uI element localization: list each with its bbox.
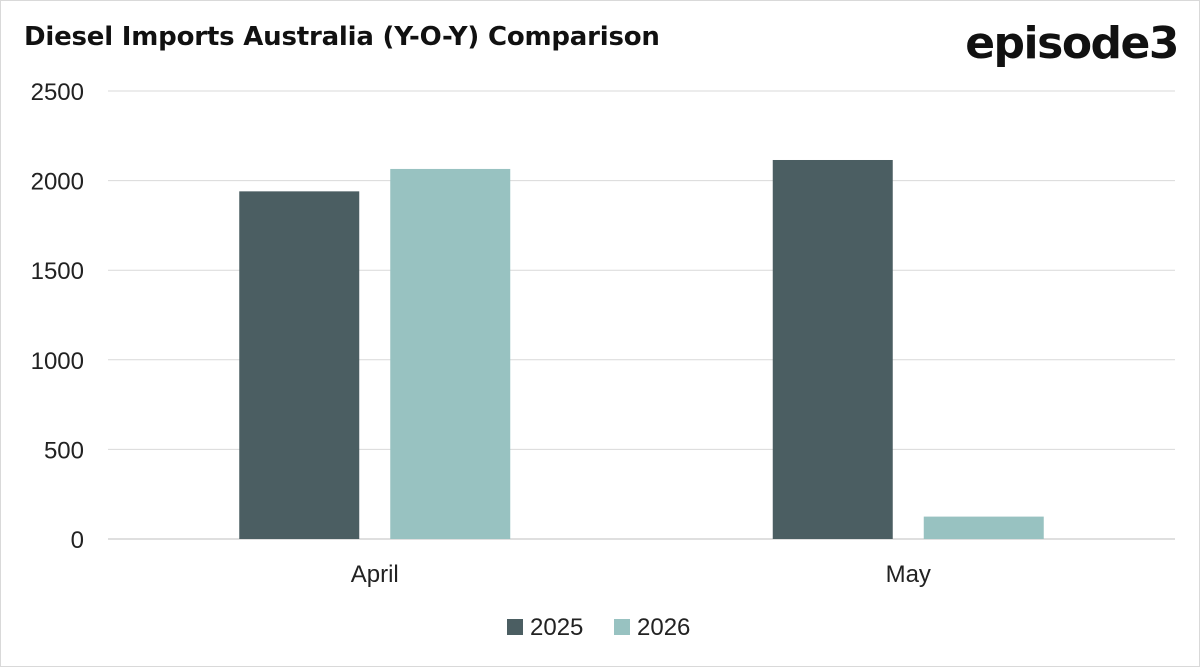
- y-tick-label: 0: [71, 527, 84, 554]
- y-axis-ticks: 0 500 1000 1500 2000 2500: [31, 79, 84, 554]
- bar-april-2025: [239, 191, 360, 540]
- x-axis-categories: April May: [351, 561, 931, 588]
- y-tick-label: 2000: [31, 169, 84, 196]
- y-tick-label: 500: [44, 437, 84, 464]
- bar-may-2026: [923, 516, 1044, 539]
- y-tick-label: 1000: [31, 348, 84, 375]
- x-category-label: May: [886, 561, 931, 588]
- y-tick-label: 2500: [31, 79, 84, 106]
- legend-swatch-2025: [507, 619, 523, 635]
- bars: [239, 159, 1044, 540]
- y-tick-label: 1500: [31, 258, 84, 285]
- x-category-label: April: [351, 561, 399, 588]
- brand-logo: episode3: [965, 18, 1179, 69]
- legend-swatch-2026: [614, 619, 630, 635]
- legend-label-2025: 2025: [530, 614, 583, 641]
- chart-title: Diesel Imports Australia (Y-O-Y) Compari…: [24, 22, 660, 52]
- bar-april-2026: [390, 168, 511, 539]
- bar-may-2025: [772, 159, 893, 539]
- legend-label-2026: 2026: [637, 614, 690, 641]
- legend: 2025 2026: [507, 614, 690, 641]
